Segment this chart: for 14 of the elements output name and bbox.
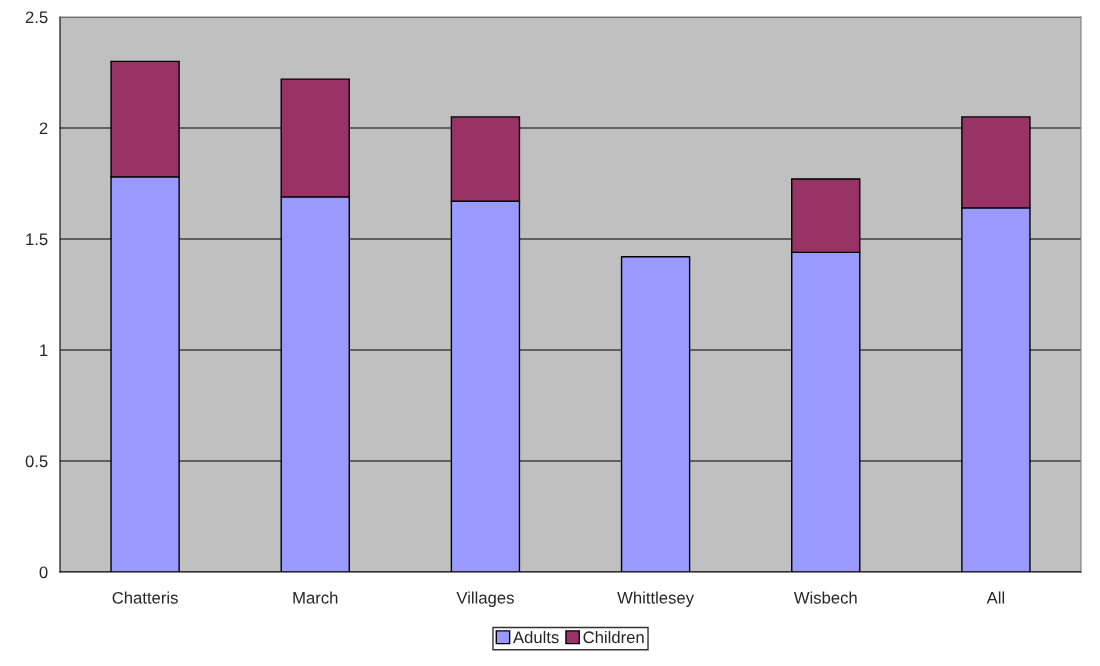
- x-tick-label: Whittlesey: [617, 591, 694, 607]
- y-tick-label: 2: [39, 122, 48, 135]
- x-tick-label: Villages: [456, 591, 514, 607]
- y-tick-label: 1: [40, 344, 48, 357]
- y-tick-label: 0.5: [25, 455, 48, 468]
- x-tick-label: Chatteris: [112, 591, 178, 604]
- x-tick-label: Wisbech: [793, 591, 857, 604]
- y-tick-label: 2.5: [25, 11, 48, 24]
- y-tick-label: 0: [39, 566, 48, 579]
- legend-label: Children: [583, 630, 644, 644]
- legend-label: Adults: [513, 630, 559, 644]
- x-tick-label: March: [293, 591, 338, 604]
- y-tick-label: 1.5: [26, 233, 48, 246]
- x-tick-label: All: [986, 591, 1005, 604]
